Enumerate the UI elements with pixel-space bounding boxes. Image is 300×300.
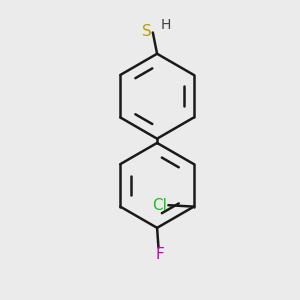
Text: S: S [142,24,152,39]
Text: H: H [160,18,171,32]
Text: F: F [155,247,164,262]
Text: Cl: Cl [152,198,167,213]
